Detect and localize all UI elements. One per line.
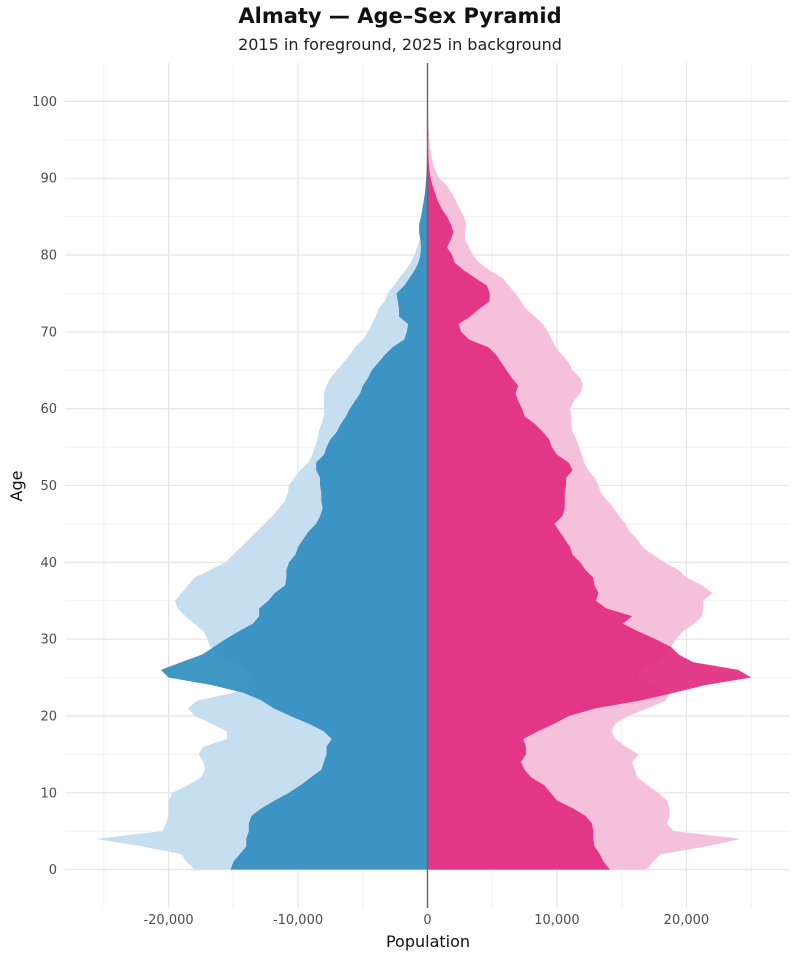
y-tick-label: 10 <box>40 786 57 801</box>
x-tick-label: 0 <box>423 913 431 928</box>
x-tick-label: 10,000 <box>534 913 580 928</box>
y-tick-label: 90 <box>40 172 57 187</box>
y-tick-label: 60 <box>40 402 57 417</box>
area-layer <box>96 101 752 870</box>
tick-layer: -20,000 -10,000 0 10,000 20,000 0 10 20 30 40 50 60… <box>32 95 709 928</box>
y-tick-label: 50 <box>40 479 57 494</box>
y-tick-label: 40 <box>40 556 57 571</box>
y-tick-label: 0 <box>49 863 57 878</box>
x-axis-label: Population <box>386 932 470 951</box>
chart-title: Almaty — Age–Sex Pyramid <box>238 4 562 28</box>
y-tick-label: 20 <box>40 709 57 724</box>
area-female-2015 <box>427 101 752 870</box>
x-tick-label: -20,000 <box>143 913 193 928</box>
x-tick-label: 20,000 <box>664 913 710 928</box>
y-tick-label: 30 <box>40 633 57 648</box>
y-tick-label: 70 <box>40 325 57 340</box>
x-tick-label: -10,000 <box>273 913 323 928</box>
area-male-2015 <box>160 101 428 870</box>
y-tick-label: 100 <box>32 95 57 110</box>
y-tick-label: 80 <box>40 249 57 264</box>
y-axis-label: Age <box>7 471 26 502</box>
chart-subtitle: 2015 in foreground, 2025 in background <box>238 35 562 54</box>
